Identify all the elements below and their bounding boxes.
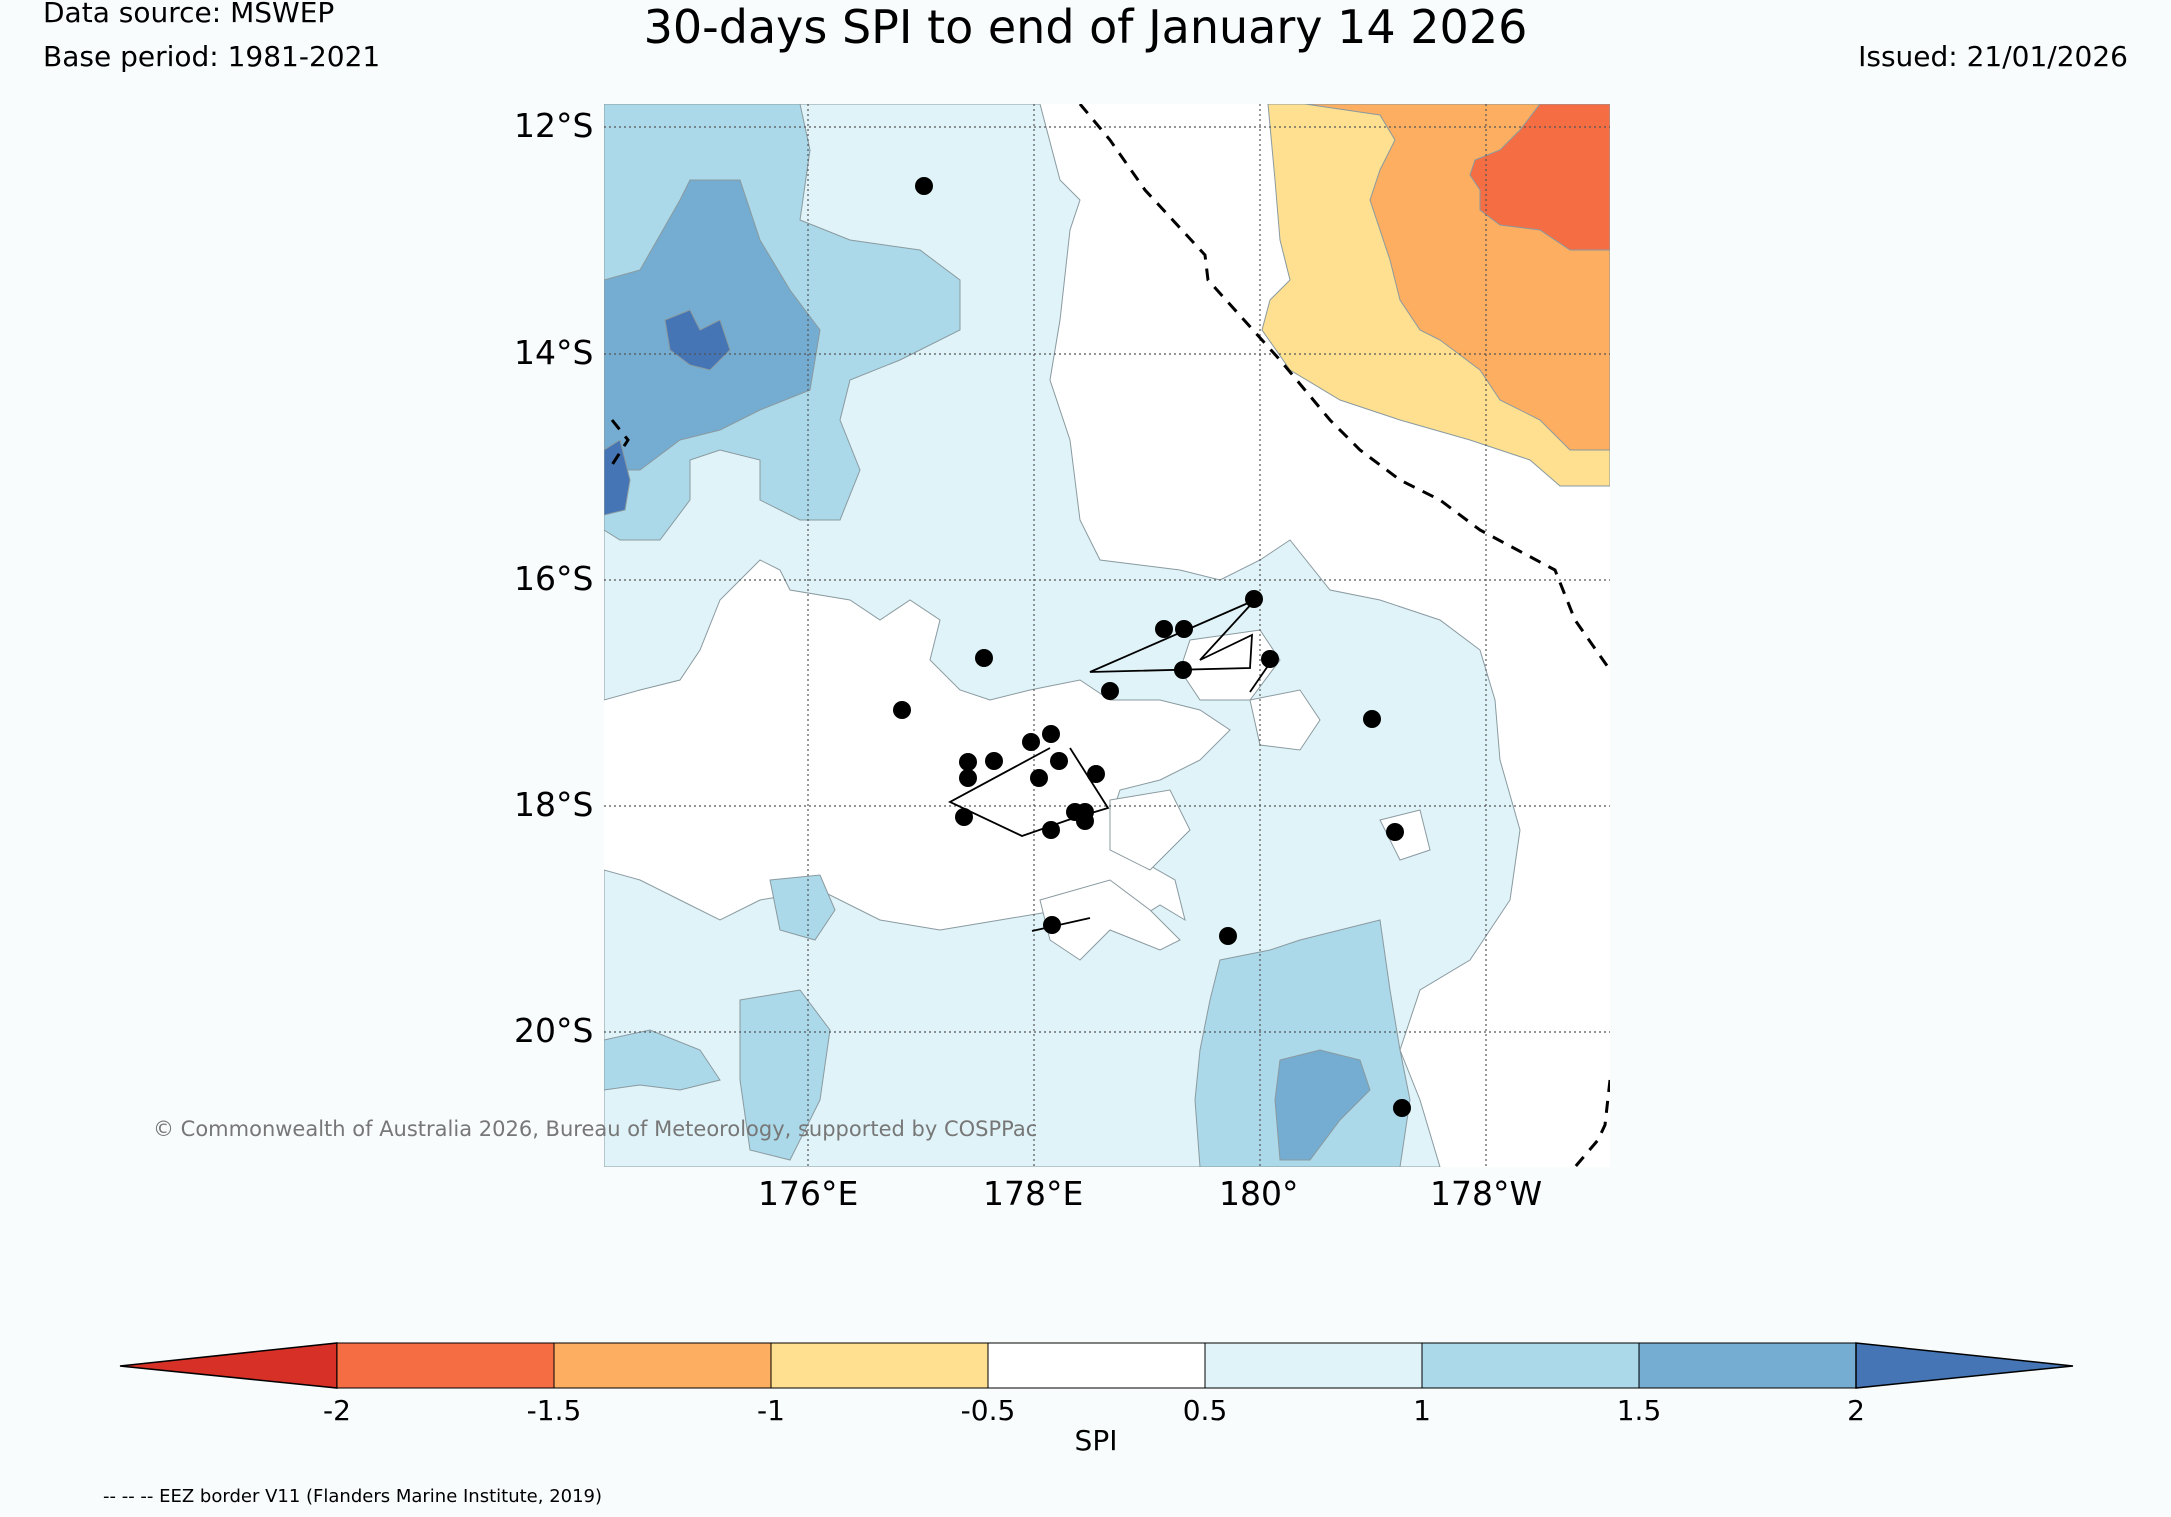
- colorbar-bin: [1638, 1342, 1857, 1389]
- eez-border: [608, 419, 630, 469]
- copyright-notice: © Commonwealth of Australia 2026, Bureau…: [153, 1117, 1038, 1141]
- map-title: 30-days SPI to end of January 14 2026: [643, 0, 1528, 54]
- colorbar-bin: [336, 1342, 555, 1389]
- colorbar-extend-high: [1855, 1342, 2074, 1389]
- colorbar-bin: [553, 1342, 772, 1389]
- spi-contour-field: [604, 104, 1610, 1167]
- spi-zone-extreme-wet: [604, 439, 631, 516]
- base-period-label: Base period: 1981-2021: [43, 40, 381, 73]
- spi-zone-normal: [1109, 789, 1191, 871]
- spi-zone-extreme-wet: [664, 309, 731, 371]
- lon-label-176e: 176°E: [758, 1174, 859, 1213]
- colorbar: [119, 1342, 2074, 1389]
- spi-zone-wet: [604, 1029, 721, 1091]
- spi-zone-normal: [1039, 879, 1181, 961]
- colorbar-tick: -1: [757, 1394, 785, 1427]
- eez-border: [1078, 104, 1610, 671]
- colorbar-tick: 1.5: [1616, 1394, 1662, 1427]
- lat-label-12s: 12°S: [514, 106, 594, 145]
- colorbar-tick: 0.5: [1182, 1394, 1228, 1427]
- lon-label-178e: 178°E: [983, 1174, 1084, 1213]
- colorbar-bin: [1204, 1342, 1423, 1389]
- data-source-label: Data source: MSWEP: [43, 0, 335, 29]
- spi-zone-normal: [1379, 809, 1431, 861]
- spi-zone-wet: [739, 989, 831, 1161]
- spi-zone-very-wet: [1274, 1049, 1371, 1161]
- lat-label-18s: 18°S: [514, 785, 594, 824]
- lon-label-178w: 178°W: [1430, 1174, 1543, 1213]
- issued-date: Issued: 21/01/2026: [1858, 40, 2128, 73]
- colorbar-label: SPI: [1074, 1424, 1118, 1457]
- colorbar-bin: [1421, 1342, 1640, 1389]
- colorbar-bin: [770, 1342, 989, 1389]
- lat-label-20s: 20°S: [514, 1011, 594, 1050]
- colorbar-bin: [987, 1342, 1206, 1389]
- colorbar-tick: -1.5: [526, 1394, 582, 1427]
- lat-label-16s: 16°S: [514, 559, 594, 598]
- spi-zone-wet: [769, 874, 836, 941]
- colorbar-tick: -2: [323, 1394, 351, 1427]
- colorbar-tick: 2: [1847, 1394, 1865, 1427]
- eez-border-note: -- -- -- EEZ border V11 (Flanders Marine…: [103, 1486, 603, 1507]
- lat-label-14s: 14°S: [514, 333, 594, 372]
- lon-label-180: 180°: [1219, 1174, 1299, 1213]
- graticule: [604, 104, 1610, 1167]
- spi-zone-very-dry: [1469, 104, 1610, 251]
- spi-zone-normal: [1249, 689, 1321, 751]
- colorbar-tick: 1: [1413, 1394, 1431, 1427]
- eez-border: [1573, 1079, 1610, 1167]
- spi-zone-wet: [1194, 919, 1411, 1167]
- colorbar-extend-low: [119, 1342, 338, 1389]
- station-markers: [893, 177, 1411, 1117]
- colorbar-tick: -0.5: [960, 1394, 1016, 1427]
